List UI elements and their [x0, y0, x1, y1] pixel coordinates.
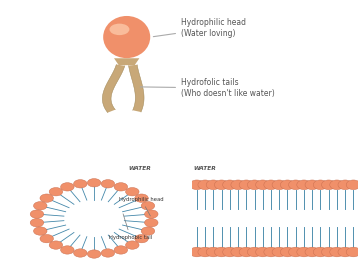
Circle shape — [126, 241, 139, 249]
Circle shape — [190, 180, 204, 190]
Circle shape — [321, 180, 336, 190]
Circle shape — [60, 183, 74, 191]
Text: Hydrophilic head
(Water loving): Hydrophilic head (Water loving) — [153, 18, 246, 38]
Circle shape — [239, 180, 253, 190]
Circle shape — [34, 202, 47, 210]
Circle shape — [346, 247, 361, 257]
Circle shape — [30, 210, 44, 218]
Circle shape — [256, 180, 270, 190]
Circle shape — [40, 194, 54, 202]
Circle shape — [223, 247, 237, 257]
Ellipse shape — [103, 16, 150, 58]
Ellipse shape — [109, 24, 130, 35]
Circle shape — [338, 247, 352, 257]
Circle shape — [49, 241, 63, 249]
Circle shape — [206, 247, 220, 257]
Circle shape — [247, 180, 262, 190]
Circle shape — [73, 249, 87, 257]
Circle shape — [141, 227, 155, 235]
Circle shape — [264, 180, 278, 190]
Circle shape — [198, 247, 212, 257]
Circle shape — [321, 247, 336, 257]
Circle shape — [87, 250, 101, 258]
Circle shape — [49, 188, 63, 196]
Circle shape — [330, 247, 344, 257]
Circle shape — [144, 218, 158, 227]
Circle shape — [256, 247, 270, 257]
Circle shape — [239, 247, 253, 257]
Circle shape — [101, 249, 115, 257]
Circle shape — [114, 183, 128, 191]
Circle shape — [231, 180, 245, 190]
Polygon shape — [129, 65, 144, 112]
Text: Hydrophobic tail: Hydrophobic tail — [109, 214, 152, 240]
Text: Hydrophilic head: Hydrophilic head — [119, 197, 163, 216]
Circle shape — [87, 179, 101, 187]
Circle shape — [198, 180, 212, 190]
Circle shape — [214, 180, 229, 190]
Circle shape — [346, 180, 361, 190]
Circle shape — [214, 247, 229, 257]
Circle shape — [305, 247, 319, 257]
Circle shape — [223, 180, 237, 190]
Circle shape — [141, 202, 155, 210]
Text: Phospholipids: Phospholipids — [10, 9, 141, 27]
Text: Hydrofolic tails
(Who doesn't like water): Hydrofolic tails (Who doesn't like water… — [140, 78, 275, 98]
Circle shape — [280, 180, 295, 190]
Circle shape — [60, 246, 74, 254]
Circle shape — [135, 194, 148, 202]
Circle shape — [114, 246, 128, 254]
Circle shape — [34, 227, 47, 235]
Circle shape — [247, 247, 262, 257]
Circle shape — [297, 247, 311, 257]
Circle shape — [272, 180, 286, 190]
Polygon shape — [114, 58, 139, 65]
Circle shape — [206, 180, 220, 190]
Circle shape — [272, 247, 286, 257]
Text: WATER: WATER — [194, 166, 216, 171]
Circle shape — [313, 247, 328, 257]
Circle shape — [190, 247, 204, 257]
Circle shape — [305, 180, 319, 190]
Circle shape — [135, 234, 148, 243]
Circle shape — [297, 180, 311, 190]
Circle shape — [144, 210, 158, 218]
Circle shape — [313, 180, 328, 190]
Circle shape — [30, 218, 44, 227]
Circle shape — [264, 247, 278, 257]
Circle shape — [231, 247, 245, 257]
Circle shape — [126, 188, 139, 196]
Circle shape — [280, 247, 295, 257]
Circle shape — [330, 180, 344, 190]
Circle shape — [101, 180, 115, 188]
Circle shape — [40, 234, 54, 243]
Circle shape — [338, 180, 352, 190]
Circle shape — [289, 180, 303, 190]
Text: WATER: WATER — [128, 166, 151, 171]
Circle shape — [289, 247, 303, 257]
Polygon shape — [102, 64, 125, 113]
Circle shape — [73, 180, 87, 188]
